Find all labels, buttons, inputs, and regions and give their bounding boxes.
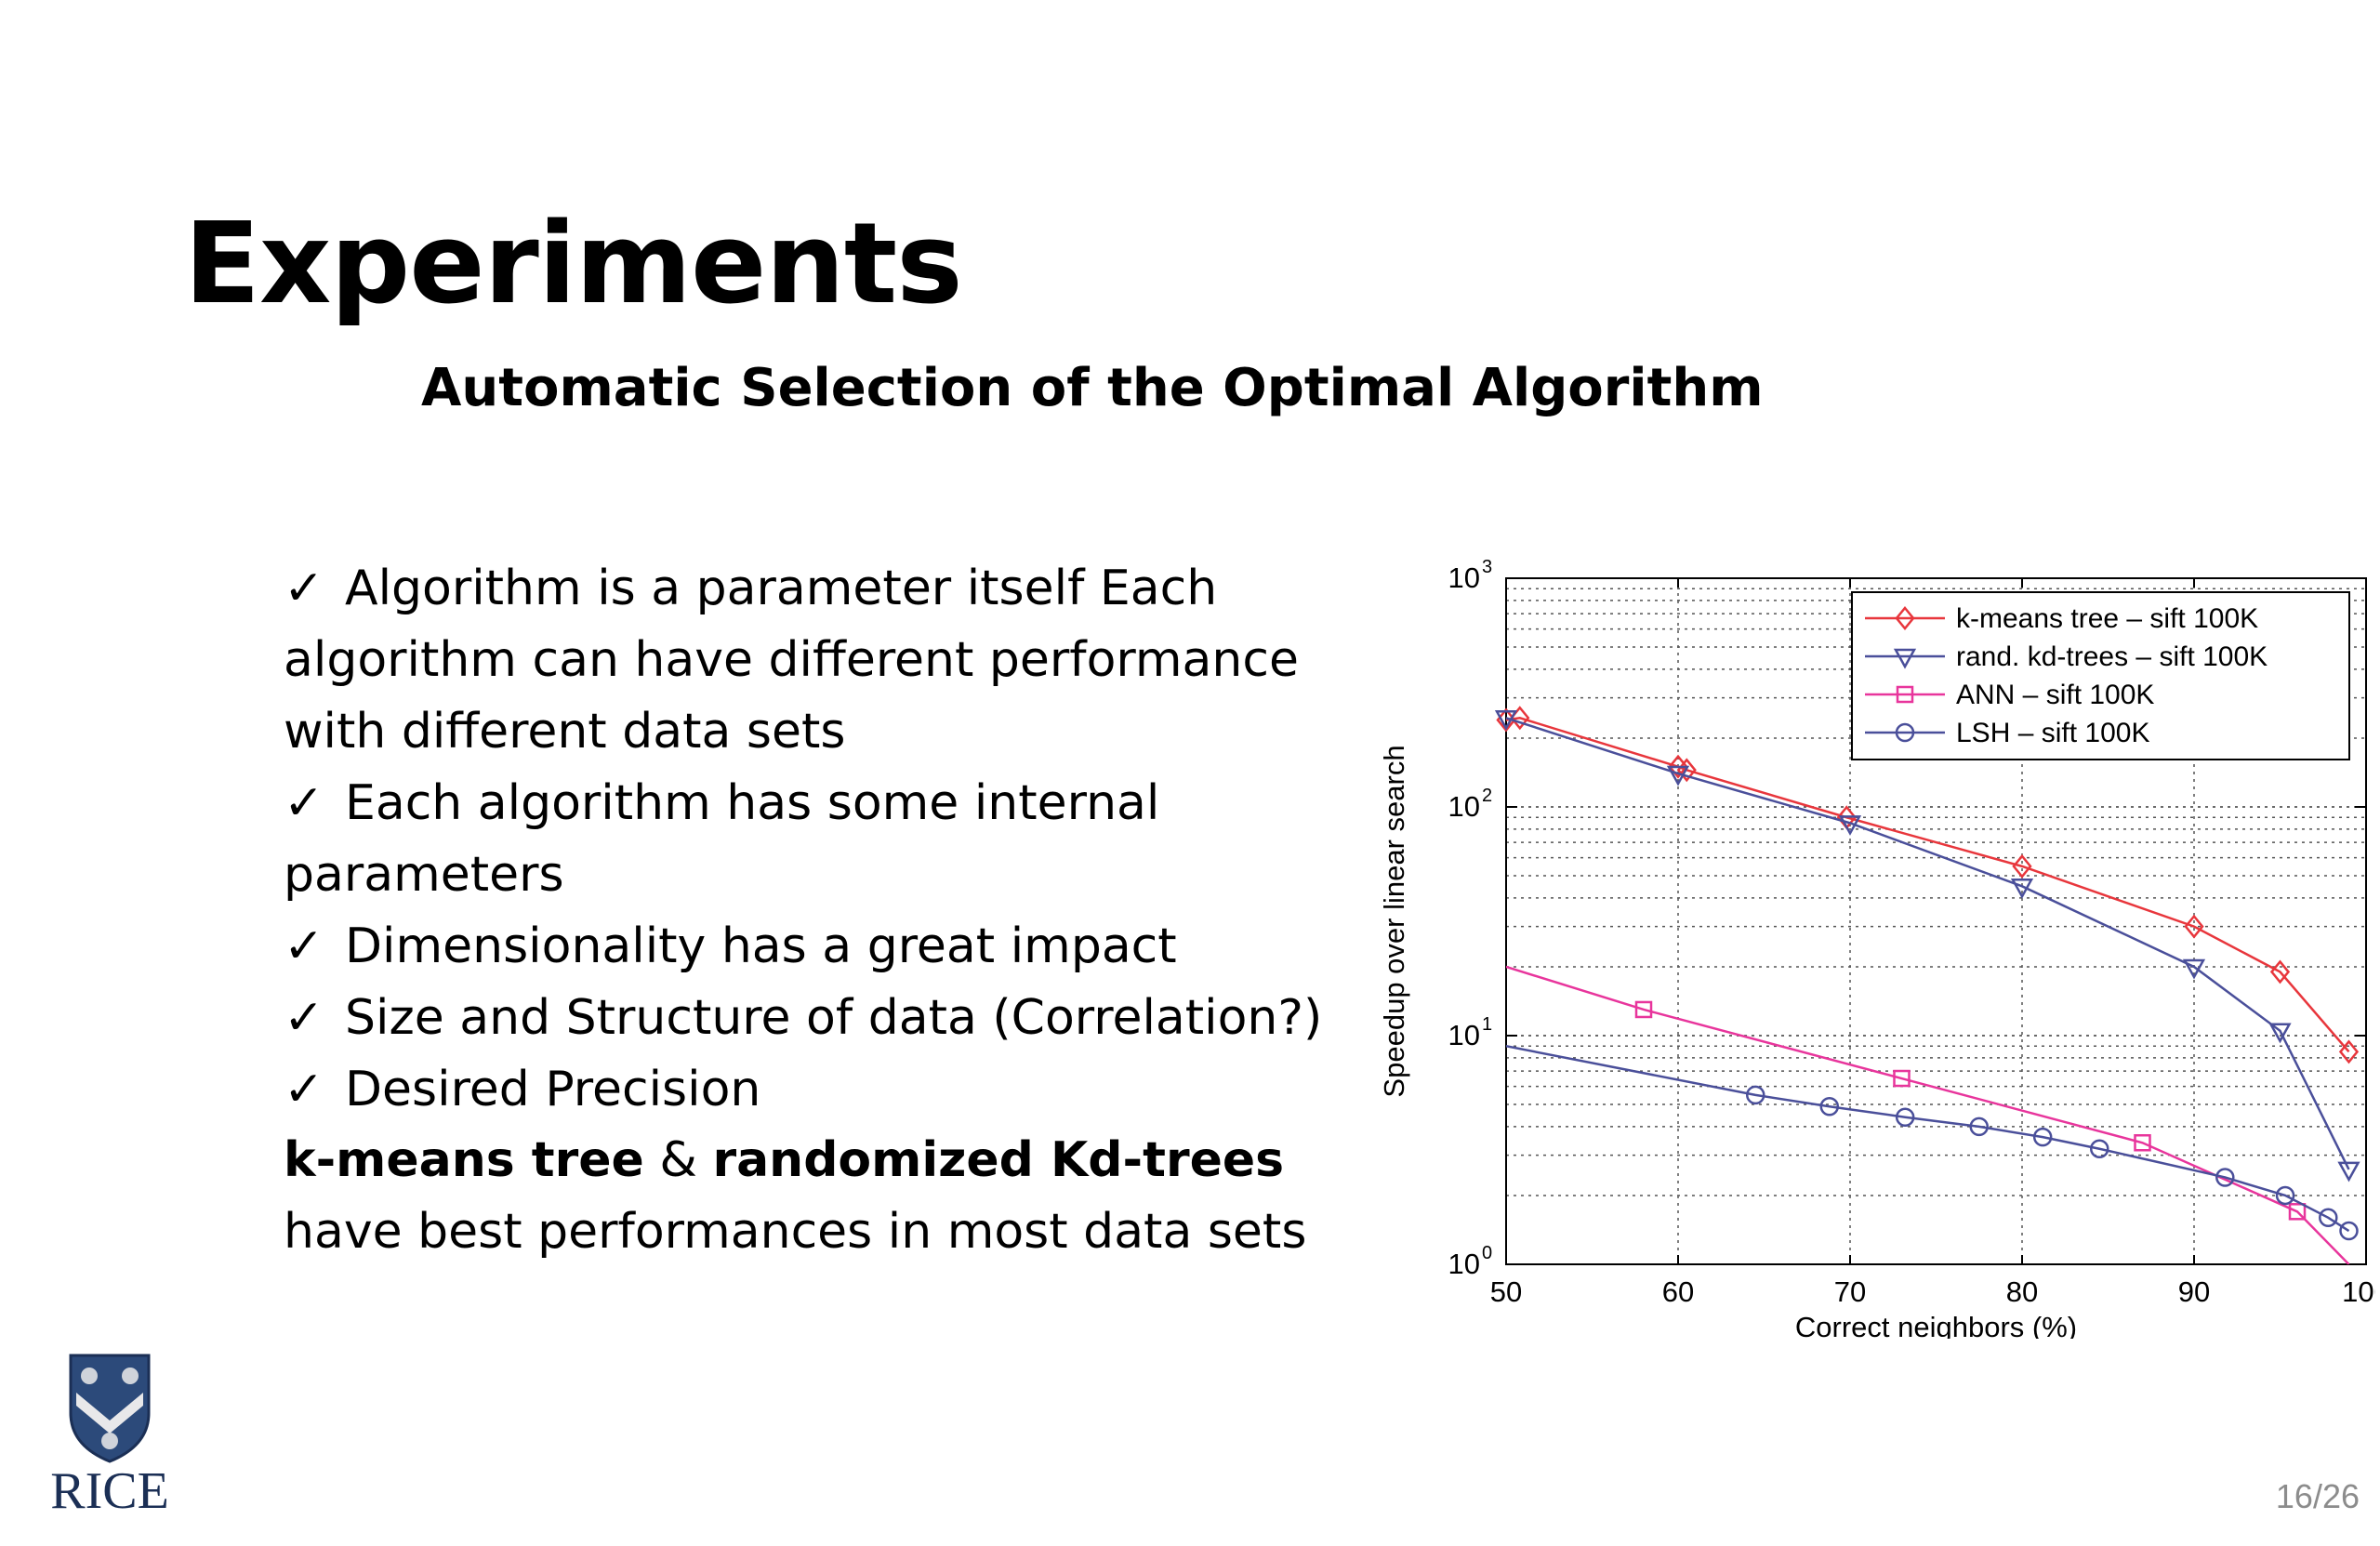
legend-label: ANN – sift 100K xyxy=(1956,680,2154,710)
series-line xyxy=(1506,1045,2350,1233)
square-marker xyxy=(1634,1000,1653,1019)
series-line xyxy=(1506,716,2350,1053)
x-axis-label: Correct neighbors (%) xyxy=(1795,1311,2077,1339)
x-tick-label: 50 xyxy=(1490,1275,1522,1308)
chart-legend: k-means tree – sift 100K rand. kd-trees –… xyxy=(1851,591,2350,760)
x-tick-label: 80 xyxy=(2006,1275,2038,1308)
series-3 xyxy=(1506,1045,2359,1241)
triangle-marker xyxy=(2010,879,2034,899)
square-marker xyxy=(2288,1203,2307,1221)
check-icon: ✓ xyxy=(284,990,324,1046)
diamond-marker xyxy=(2184,914,2204,939)
shield-owl-icon xyxy=(81,1368,98,1384)
page-number: 16/26 xyxy=(2276,1477,2360,1516)
triangle-marker xyxy=(1893,648,1917,669)
plot-frame xyxy=(1505,577,2367,1265)
triangle-marker xyxy=(1838,815,1862,836)
diamond-marker xyxy=(2338,1039,2360,1064)
y-tick-exponent: 2 xyxy=(1482,786,1492,806)
page-current: 16 xyxy=(2275,1477,2313,1515)
y-tick-exponent: 1 xyxy=(1482,1014,1492,1035)
series-1 xyxy=(1494,710,2360,1183)
diamond-marker xyxy=(2269,959,2291,984)
y-axis-label: Speedup over linear search xyxy=(1378,745,1410,1097)
series-0 xyxy=(1496,706,2360,1064)
x-tick-label: 60 xyxy=(1662,1275,1694,1308)
bullet-text: Each algorithm has some internal paramet… xyxy=(284,775,1160,903)
triangle-marker xyxy=(2268,1023,2292,1044)
slide-subtitle: Automatic Selection of the Optimal Algor… xyxy=(421,358,1764,418)
conclusion-join: & xyxy=(643,1132,713,1188)
conclusion-rest: have best performances in most data sets xyxy=(284,1204,1307,1260)
circle-marker xyxy=(1895,722,1915,743)
check-icon: ✓ xyxy=(284,561,324,616)
y-tick-label: 10 xyxy=(1448,562,1480,594)
x-tick-label: 70 xyxy=(1834,1275,1866,1308)
legend-label: LSH – sift 100K xyxy=(1956,718,2149,748)
square-marker xyxy=(2134,1134,2151,1152)
circle-marker xyxy=(2215,1168,2235,1187)
rice-logo-text: RICE xyxy=(50,1462,169,1515)
circle-marker xyxy=(1819,1096,1840,1117)
speedup-chart: 5060708090100100101102103 Correct neighb… xyxy=(1378,557,2375,1339)
series-line xyxy=(1506,965,2350,1264)
circle-marker xyxy=(2339,1221,2359,1241)
bullet-item: ✓ Size and Structure of data (Correlation… xyxy=(284,983,1371,1054)
circle-marker xyxy=(2275,1185,2295,1206)
bullet-text: Size and Structure of data (Correlation?… xyxy=(345,990,1323,1046)
bullet-text: Desired Precision xyxy=(345,1062,761,1117)
bullet-item: ✓ Dimensionality has a great impact xyxy=(284,911,1371,983)
bullet-item: ✓ Algorithm is a parameter itself Each al… xyxy=(284,553,1371,768)
y-tick-label: 10 xyxy=(1448,790,1480,823)
conclusion-bold-kdtrees: randomized Kd-trees xyxy=(712,1132,1285,1188)
triangle-marker xyxy=(2182,958,2206,980)
check-icon: ✓ xyxy=(284,775,324,831)
diamond-marker xyxy=(1895,606,1915,630)
bullet-item: ✓ Each algorithm has some internal parame… xyxy=(284,768,1371,911)
circle-marker xyxy=(2032,1127,2053,1147)
circle-marker xyxy=(2090,1139,2109,1158)
rice-logo: RICE xyxy=(50,1354,169,1515)
slide-title: Experiments xyxy=(184,200,963,329)
diamond-marker xyxy=(2012,853,2032,879)
x-tick-label: 90 xyxy=(2178,1275,2210,1308)
y-tick-label: 10 xyxy=(1448,1248,1480,1280)
check-icon: ✓ xyxy=(284,918,324,974)
y-tick-exponent: 3 xyxy=(1482,557,1492,577)
check-icon: ✓ xyxy=(284,1062,324,1117)
conclusion-text: k-means tree & randomized Kd-trees have … xyxy=(284,1125,1371,1268)
conclusion-bold-kmeans: k-means tree xyxy=(284,1132,644,1188)
circle-marker xyxy=(1895,1107,1915,1127)
y-tick-label: 10 xyxy=(1448,1019,1480,1051)
page-total: /26 xyxy=(2312,1477,2360,1515)
triangle-marker xyxy=(1666,765,1690,786)
square-marker xyxy=(1893,1069,1911,1088)
bullet-list: ✓ Algorithm is a parameter itself Each al… xyxy=(284,553,1371,1126)
shield-chevron-icon xyxy=(76,1393,143,1434)
bullet-text: Dimensionality has a great impact xyxy=(345,918,1177,974)
circle-marker xyxy=(1746,1085,1765,1105)
bullet-item: ✓ Desired Precision xyxy=(284,1054,1371,1126)
shield-owl-icon xyxy=(101,1433,118,1449)
y-tick-exponent: 0 xyxy=(1482,1243,1492,1263)
chart-ticks: 5060708090100100101102103 xyxy=(1448,557,2375,1308)
square-marker xyxy=(1896,685,1914,704)
bullet-text: Algorithm is a parameter itself Each alg… xyxy=(284,561,1299,760)
series-line xyxy=(1506,717,2350,1170)
legend-label: rand. kd-trees – sift 100K xyxy=(1956,641,2268,672)
x-tick-label: 100 xyxy=(2342,1275,2375,1308)
shield-owl-icon xyxy=(122,1368,139,1384)
triangle-marker xyxy=(2337,1161,2360,1183)
legend-label: k-means tree – sift 100K xyxy=(1956,603,2258,634)
circle-marker xyxy=(1969,1117,1989,1137)
circle-marker xyxy=(2319,1208,2338,1228)
series-2 xyxy=(1506,965,2350,1264)
triangle-marker xyxy=(1494,710,1518,731)
chart-series xyxy=(1494,706,2360,1264)
